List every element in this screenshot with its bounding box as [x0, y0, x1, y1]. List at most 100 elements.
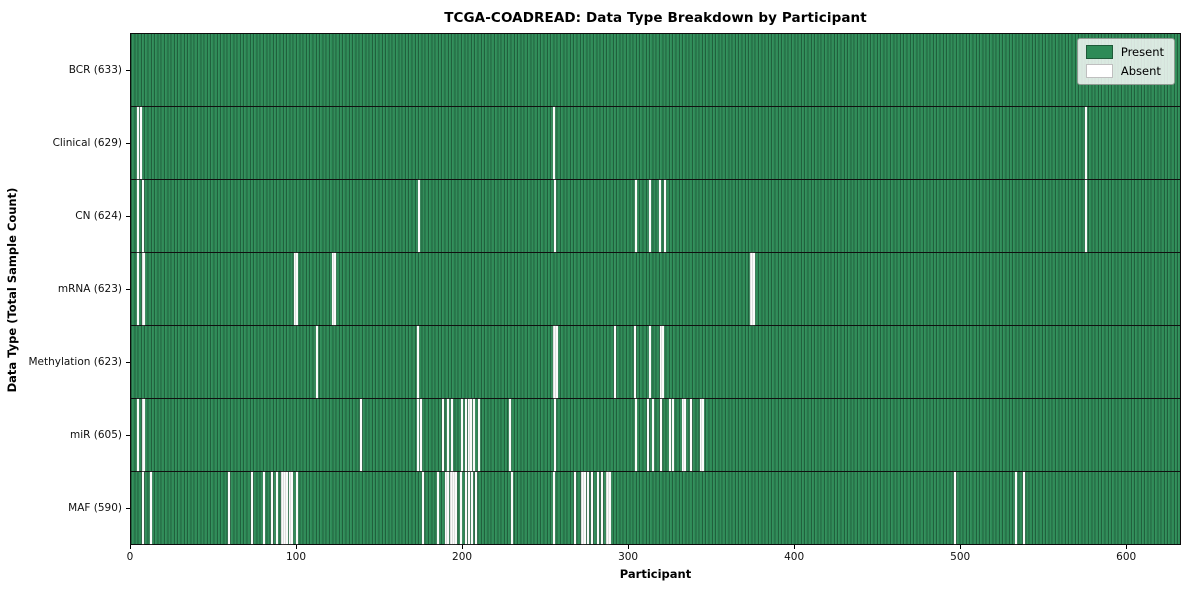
absent-line	[511, 472, 514, 544]
row-cn	[131, 180, 1180, 253]
absent-line	[141, 399, 144, 471]
absent-line	[468, 472, 471, 544]
x-tick-mark	[1126, 545, 1128, 549]
absent-line	[464, 472, 467, 544]
absent-line	[333, 253, 336, 325]
x-tick-label: 300	[618, 551, 639, 563]
absent-line	[668, 399, 671, 471]
absent-line	[683, 399, 686, 471]
y-tick-mark	[126, 215, 130, 217]
row-mrna	[131, 253, 1180, 326]
absent-line	[552, 326, 555, 398]
absent-line	[582, 472, 585, 544]
y-tick-mark	[126, 69, 130, 71]
absent-line	[446, 399, 449, 471]
absent-line	[149, 472, 152, 544]
row-mir	[131, 399, 1180, 472]
x-tick-label: 600	[1116, 551, 1137, 563]
y-tick-mark	[126, 142, 130, 144]
absent-line	[290, 472, 293, 544]
absent-line	[285, 472, 288, 544]
absent-line	[454, 472, 457, 544]
absent-line	[461, 399, 464, 471]
absent-line	[332, 253, 335, 325]
absent-line	[136, 399, 139, 471]
absent-line	[469, 399, 472, 471]
x-tick-mark	[296, 545, 298, 549]
absent-line	[753, 253, 756, 325]
absent-line	[953, 472, 956, 544]
absent-line	[554, 326, 557, 398]
absent-line	[416, 326, 419, 398]
y-tick-label: CN (624)	[75, 209, 122, 222]
legend-item-present: Present	[1085, 45, 1164, 59]
absent-line	[661, 326, 664, 398]
absent-line	[701, 399, 704, 471]
x-tick-label: 200	[452, 551, 473, 563]
absent-line	[590, 472, 593, 544]
x-tick-label: 400	[784, 551, 805, 563]
absent-line	[418, 180, 421, 252]
absent-line	[141, 472, 144, 544]
legend: Present Absent	[1076, 38, 1175, 85]
absent-line	[584, 472, 587, 544]
absent-line	[605, 472, 608, 544]
absent-line	[141, 180, 144, 252]
absent-line	[315, 326, 318, 398]
x-tick-mark	[794, 545, 796, 549]
absent-line	[270, 472, 273, 544]
absent-line	[635, 180, 638, 252]
absent-line	[648, 180, 651, 252]
absent-line	[751, 253, 754, 325]
absent-line	[663, 180, 666, 252]
absent-line	[420, 399, 422, 471]
x-tick-mark	[960, 545, 962, 549]
absent-line	[139, 107, 142, 179]
absent-line	[600, 472, 603, 544]
y-tick-mark	[126, 289, 130, 290]
y-tick-label: Clinical (629)	[52, 136, 122, 149]
absent-line	[633, 326, 636, 398]
absent-line	[459, 472, 462, 544]
y-tick-mark	[126, 508, 130, 510]
absent-line	[143, 253, 146, 325]
absent-line	[749, 253, 752, 325]
absent-line	[554, 399, 557, 471]
x-tick-mark	[462, 545, 464, 549]
absent-line	[282, 472, 285, 544]
absent-line	[275, 472, 278, 544]
absent-line	[136, 253, 139, 325]
x-tick-label: 500	[950, 551, 971, 563]
absent-line	[446, 472, 449, 544]
absent-line	[474, 472, 477, 544]
absent-line	[360, 399, 363, 471]
y-tick-label: MAF (590)	[68, 502, 122, 515]
absent-line	[597, 472, 600, 544]
absent-line	[555, 326, 558, 398]
absent-line	[451, 399, 454, 471]
absent-line	[453, 472, 456, 544]
absent-line	[295, 253, 298, 325]
absent-line	[143, 399, 146, 471]
absent-line	[1084, 180, 1087, 252]
absent-line	[690, 399, 693, 471]
absent-line	[660, 399, 663, 471]
x-tick-label: 0	[126, 551, 134, 563]
absent-line	[660, 326, 663, 398]
legend-swatch-absent-icon	[1085, 64, 1113, 78]
absent-line	[478, 399, 480, 471]
absent-line	[635, 399, 638, 471]
absent-line	[284, 472, 287, 544]
y-tick-label: mRNA (623)	[57, 283, 122, 295]
y-tick-label: BCR (633)	[68, 63, 122, 76]
absent-line	[473, 399, 476, 471]
absent-line	[554, 180, 557, 252]
absent-line	[552, 472, 555, 544]
row-clinical	[131, 107, 1180, 180]
absent-line	[648, 326, 651, 398]
y-tick-label: miR (605)	[69, 429, 122, 442]
absent-line	[464, 399, 467, 471]
absent-line	[468, 399, 471, 471]
absent-line	[262, 472, 265, 544]
